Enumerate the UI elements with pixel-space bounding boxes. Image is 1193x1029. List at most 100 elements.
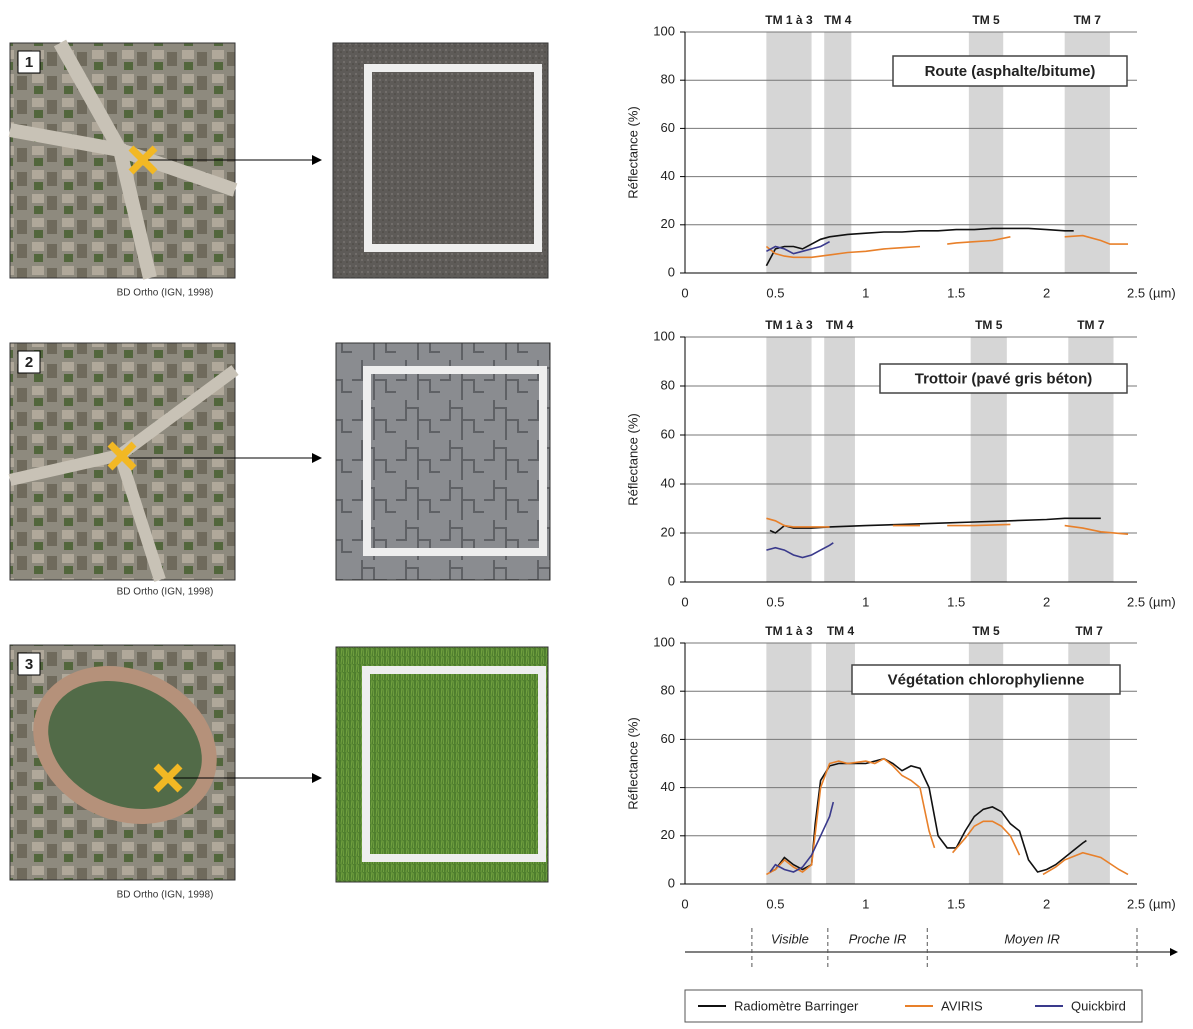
road (8, 39, 238, 280)
x-tick-label: 2 (1043, 285, 1050, 300)
band-label: TM 4 (824, 13, 852, 27)
frame (363, 366, 547, 556)
caption: BD Ortho (IGN, 1998) (117, 890, 214, 901)
tm-band (766, 32, 812, 273)
x-tick-label: 0.5 (766, 896, 784, 911)
legend-label: Radiomètre Barringer (734, 998, 859, 1013)
x-tick-label: 2.5 (µm) (1127, 285, 1176, 300)
x-tick-label: 0 (681, 594, 688, 609)
chart-title: Trottoir (pavé gris béton) (915, 370, 1093, 387)
y-tick-label: 80 (661, 377, 675, 392)
caption: BD Ortho (IGN, 1998) (117, 587, 214, 598)
cross (128, 145, 158, 175)
cross (153, 763, 183, 793)
x-tick-label: 2.5 (µm) (1127, 896, 1176, 911)
y-tick-label: 60 (661, 731, 675, 746)
arrow-head (312, 773, 322, 783)
legend-label: AVIRIS (941, 998, 983, 1013)
title-box (851, 664, 1121, 695)
band-label: TM 5 (972, 13, 1000, 27)
x-tick-label: 0.5 (766, 594, 784, 609)
cross (107, 441, 137, 471)
panel-number: 3 (25, 656, 33, 673)
x-tick-label: 1.5 (947, 594, 965, 609)
y-tick-label: 20 (661, 216, 675, 231)
x-tick-label: 0 (681, 285, 688, 300)
y-tick-label: 80 (661, 72, 675, 87)
x-tick-label: 2 (1043, 594, 1050, 609)
series-line (769, 757, 1087, 873)
y-tick-label: 40 (661, 475, 675, 490)
x-tick-label: 1.5 (947, 285, 965, 300)
band-label: TM 5 (975, 318, 1003, 332)
x-tick-label: 1 (862, 594, 869, 609)
region-label: Moyen IR (1004, 931, 1060, 946)
y-axis-label: Réflectance (%) (625, 717, 640, 809)
band-label: TM 7 (1077, 318, 1105, 332)
series-line (766, 542, 834, 559)
region-label: Proche IR (849, 931, 907, 946)
band-label: TM 7 (1074, 13, 1102, 27)
ground-photo (335, 342, 551, 581)
y-tick-label: 80 (661, 683, 675, 698)
panel-number: 1 (25, 54, 33, 71)
band-label: TM 1 à 3 (765, 624, 813, 638)
caption: BD Ortho (IGN, 1998) (117, 288, 214, 299)
series-line (765, 227, 1074, 267)
title-box (892, 55, 1128, 87)
x-tick-label: 2.5 (µm) (1127, 594, 1176, 609)
series-line (766, 240, 830, 255)
y-tick-label: 40 (661, 779, 675, 794)
y-tick-label: 60 (661, 120, 675, 135)
y-tick-label: 20 (661, 524, 675, 539)
series-line (769, 801, 835, 873)
y-axis-label: Réflectance (%) (625, 106, 640, 198)
tm-band (824, 32, 852, 273)
tm-band (766, 337, 812, 582)
band-label: TM 1 à 3 (765, 318, 813, 332)
y-tick-label: 0 (668, 264, 675, 279)
x-tick-label: 2 (1043, 896, 1050, 911)
series-line (766, 517, 1129, 535)
x-tick-label: 1.5 (947, 896, 965, 911)
y-tick-label: 60 (661, 426, 675, 441)
chart-title: Végétation chlorophylienne (888, 671, 1085, 688)
y-axis-label: Réflectance (%) (625, 413, 640, 505)
chart-title: Route (asphalte/bitume) (925, 63, 1096, 80)
panel-number: 2 (25, 354, 33, 371)
series-line (766, 757, 1129, 876)
region-arrow (1170, 948, 1178, 956)
y-tick-label: 100 (653, 328, 675, 343)
band-label: TM 4 (827, 624, 855, 638)
region-label: Visible (771, 931, 809, 946)
tm-band (824, 337, 855, 582)
y-tick-label: 0 (668, 875, 675, 890)
number-box (17, 652, 41, 676)
y-tick-label: 100 (653, 23, 675, 38)
y-tick-label: 100 (653, 634, 675, 649)
arrow-head (312, 155, 322, 165)
tm-band (766, 643, 812, 884)
title-box (879, 363, 1128, 394)
arrow-head (312, 453, 322, 463)
series-line (765, 234, 1128, 259)
x-tick-label: 1 (862, 285, 869, 300)
y-tick-label: 0 (668, 573, 675, 588)
x-tick-label: 0.5 (766, 285, 784, 300)
frame (362, 666, 546, 862)
legend-label: Quickbird (1071, 998, 1126, 1013)
number-box (17, 50, 41, 74)
number-box (17, 350, 41, 374)
band-label: TM 1 à 3 (765, 13, 813, 27)
x-tick-label: 0 (681, 896, 688, 911)
x-tick-label: 1 (862, 896, 869, 911)
ground-photo (335, 646, 549, 883)
y-tick-label: 40 (661, 168, 675, 183)
band-label: TM 7 (1075, 624, 1103, 638)
band-label: TM 4 (826, 318, 854, 332)
frame (364, 64, 542, 252)
series-line (769, 517, 1101, 534)
band-label: TM 5 (972, 624, 1000, 638)
y-tick-label: 20 (661, 827, 675, 842)
